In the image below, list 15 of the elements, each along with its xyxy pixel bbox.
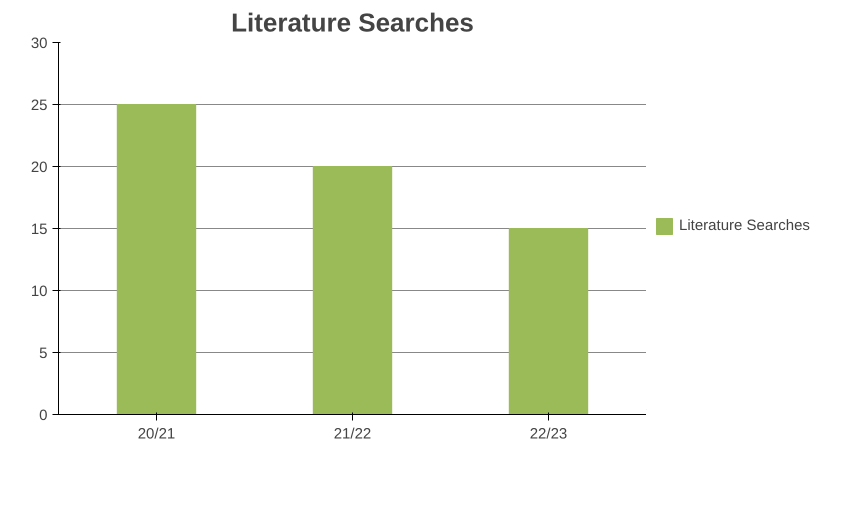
y-tick-label: 0 xyxy=(39,407,48,424)
y-tick-label: 25 xyxy=(30,97,48,114)
bar xyxy=(312,166,392,414)
y-tick-label: 5 xyxy=(39,345,48,362)
x-tick-label: 22/23 xyxy=(530,426,568,442)
x-tick-label: 21/22 xyxy=(334,426,372,442)
bar xyxy=(508,228,588,414)
y-tick-label: 20 xyxy=(30,159,48,176)
y-tick-label: 15 xyxy=(30,221,48,238)
y-tick-label: 10 xyxy=(30,283,48,300)
bar xyxy=(116,104,196,414)
x-tick-label: 20/21 xyxy=(138,426,176,442)
legend-label: Literature Searches xyxy=(679,217,810,234)
y-tick-label: 30 xyxy=(30,35,48,52)
chart-title: Literature Searches xyxy=(231,8,474,38)
